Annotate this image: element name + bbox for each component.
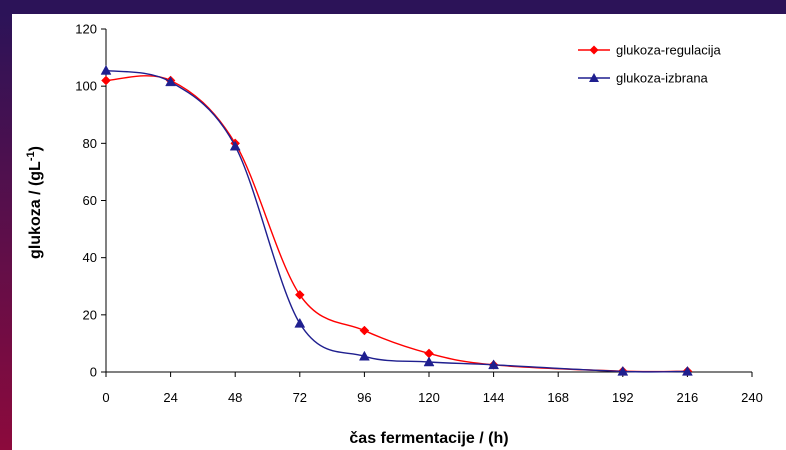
legend-marker-izbrana xyxy=(589,73,599,82)
legend-marker-regulacija xyxy=(589,45,599,55)
x-ticks: 0 24 48 72 96 120 144 168 192 216 240 xyxy=(102,372,763,405)
data-point-marker xyxy=(488,359,500,370)
x-tick-label: 144 xyxy=(483,390,505,405)
y-tick-label: 60 xyxy=(83,193,97,208)
x-axis-title: čas fermentacije / (h) xyxy=(349,430,508,447)
x-tick-label: 0 xyxy=(102,390,109,405)
series xyxy=(100,64,693,376)
x-tick-label: 216 xyxy=(677,390,699,405)
x-tick-label: 168 xyxy=(547,390,569,405)
y-tick-label: 20 xyxy=(83,307,97,322)
data-point-marker xyxy=(165,76,177,87)
data-point-marker xyxy=(101,75,111,86)
frame-top-bar xyxy=(0,0,786,14)
y-ticks: 0 20 40 60 80 100 120 xyxy=(75,22,106,380)
y-axis-title-main: glukoza / (gL xyxy=(27,161,44,259)
y-tick-label: 40 xyxy=(83,250,97,265)
y-axis-title-suffix: ) xyxy=(27,146,44,151)
y-tick-label: 100 xyxy=(75,79,97,94)
y-tick-label: 0 xyxy=(90,365,97,380)
series-line xyxy=(105,75,688,373)
data-point-marker xyxy=(100,64,112,75)
data-point-marker xyxy=(358,350,370,361)
data-point-marker xyxy=(359,325,370,336)
data-point-marker xyxy=(229,140,241,151)
x-tick-label: 72 xyxy=(293,390,307,405)
x-tick-label: 96 xyxy=(357,390,371,405)
data-point-marker xyxy=(681,365,693,376)
series-regulacija xyxy=(101,75,693,376)
x-tick-label: 48 xyxy=(228,390,242,405)
x-tick-label: 120 xyxy=(418,390,440,405)
series-line xyxy=(105,69,688,373)
data-point-marker xyxy=(294,317,306,328)
x-tick-label: 240 xyxy=(741,390,763,405)
series-izbrana xyxy=(100,64,693,376)
data-point-marker xyxy=(423,356,435,367)
legend-label-izbrana: glukoza-izbrana xyxy=(616,71,709,86)
data-point-marker xyxy=(294,289,305,300)
data-point-marker xyxy=(617,365,629,376)
y-axis-title-superscript: -1 xyxy=(25,151,37,161)
legend-label-regulacija: glukoza-regulacija xyxy=(616,43,722,58)
legend: glukoza-regulacija glukoza-izbrana xyxy=(578,43,722,86)
x-tick-label: 192 xyxy=(612,390,634,405)
y-axis-title: glukoza / (gL-1) xyxy=(25,146,44,259)
frame-left-bar xyxy=(0,14,12,450)
y-tick-label: 120 xyxy=(75,22,97,37)
x-tick-label: 24 xyxy=(163,390,177,405)
y-tick-label: 80 xyxy=(83,136,97,151)
